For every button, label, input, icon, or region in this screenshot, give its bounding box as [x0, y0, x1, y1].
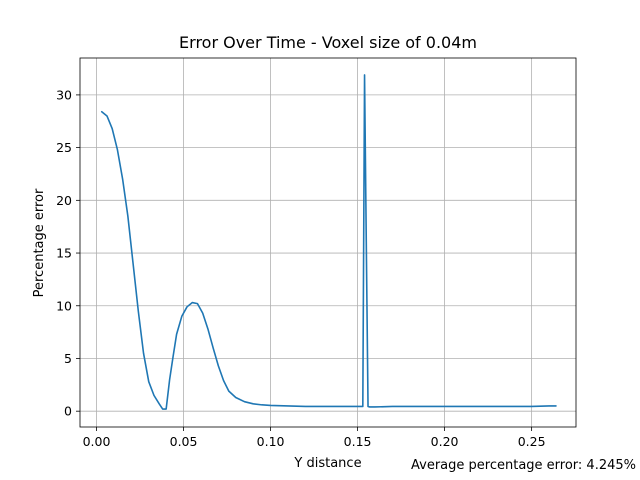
series-layer: [100, 74, 557, 410]
x-tick-label: 0.00: [83, 434, 111, 449]
chart-title: Error Over Time - Voxel size of 0.04m: [179, 33, 477, 52]
average-error-annotation: Average percentage error: 4.245%: [411, 458, 636, 473]
y-axis-label: Percentage error: [32, 188, 47, 297]
y-tick-label: 20: [56, 193, 72, 208]
x-tick-label: 0.20: [431, 434, 459, 449]
y-tick-label: 5: [64, 351, 72, 366]
y-tick-label: 0: [64, 404, 72, 419]
x-tick-label: 0.15: [344, 434, 372, 449]
y-tick-label: 30: [56, 87, 72, 102]
x-tick-label: 0.25: [518, 434, 546, 449]
x-axis: 0.00 0.05 0.10 0.15 0.20 0.25: [83, 427, 546, 449]
y-tick-label: 10: [56, 298, 72, 313]
plot-frame: [79, 57, 577, 428]
y-tick-label: 25: [56, 140, 72, 155]
y-axis: 0 5 10 15 20 25 30: [56, 87, 80, 419]
series-line: [100, 74, 557, 410]
x-tick-label: 0.05: [170, 434, 198, 449]
grid: [80, 58, 576, 427]
x-tick-label: 0.10: [257, 434, 285, 449]
y-tick-label: 15: [56, 246, 72, 261]
x-axis-label: Y distance: [293, 456, 361, 471]
